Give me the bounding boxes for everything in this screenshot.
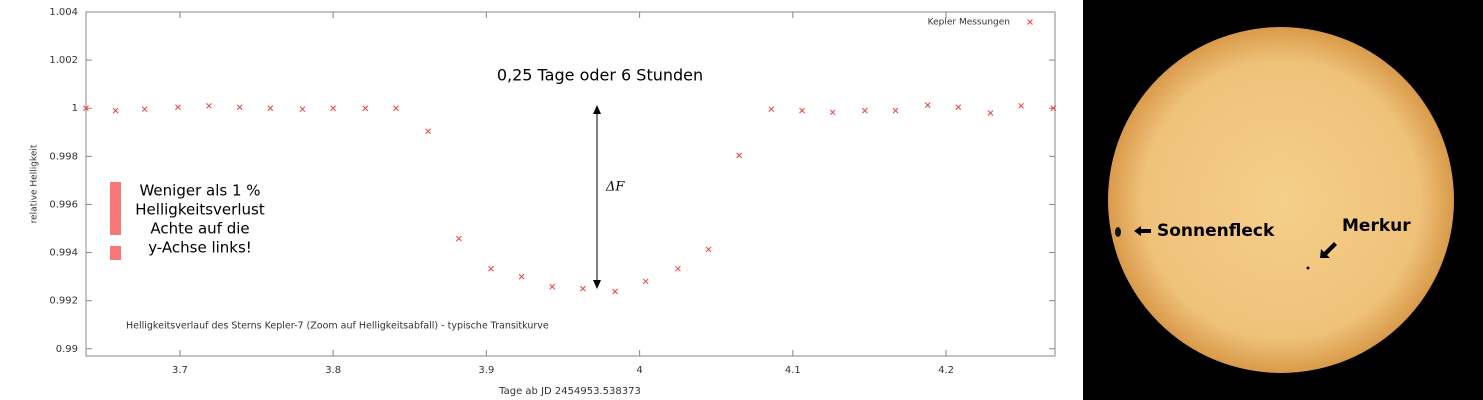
x-tick-label: 4 (636, 365, 642, 376)
y-tick-label: 1.004 (49, 7, 78, 18)
data-point (141, 106, 148, 113)
sunspot-label: Sonnenfleck (1157, 221, 1275, 241)
x-tick-label: 4.2 (938, 365, 954, 376)
data-point (829, 109, 836, 116)
data-point (299, 106, 306, 113)
x-tick-label: 4.1 (785, 365, 801, 376)
y-tick-label: 1 (72, 103, 78, 114)
data-point (455, 235, 462, 242)
y-tick-label: 0.994 (49, 248, 78, 259)
data-point (549, 283, 556, 290)
sun (1108, 27, 1454, 373)
data-point (861, 107, 868, 114)
note-line: Achte auf die (150, 220, 249, 238)
red-marker (110, 182, 121, 235)
data-point (425, 128, 432, 135)
data-point (83, 105, 89, 112)
duration-annotation: 0,25 Tage oder 6 Stunden (497, 66, 703, 85)
mercury-label: Merkur (1342, 216, 1411, 236)
data-point (736, 152, 743, 159)
y-tick-label: 0.992 (49, 296, 78, 307)
data-point (112, 107, 119, 114)
note-line: Helligkeitsverlust (135, 201, 265, 219)
red-marker (110, 246, 121, 260)
data-point (768, 106, 775, 113)
mercury (1306, 266, 1310, 270)
data-point (330, 105, 337, 112)
y-axis-label: relative Helligkeit (30, 144, 40, 223)
data-point (987, 110, 994, 116)
x-tick-label: 3.9 (478, 365, 494, 376)
x-axis-label: Tage ab JD 2454953.538373 (498, 386, 641, 397)
data-point (175, 104, 181, 111)
legend-marker (1027, 19, 1033, 25)
sunspot (1115, 227, 1121, 237)
data-point (1018, 102, 1024, 109)
data-point (705, 246, 712, 253)
y-tick-label: 0.996 (49, 199, 78, 210)
data-point (267, 105, 274, 112)
data-point (580, 285, 586, 292)
delta-annotation: ΔF (605, 180, 625, 195)
note-line: y-Achse links! (148, 239, 252, 257)
x-tick-label: 3.7 (172, 365, 188, 376)
plot-frame (85, 11, 1056, 357)
legend-label: Kepler Messungen (928, 18, 1010, 28)
data-point (799, 107, 805, 114)
data-point (955, 104, 962, 111)
y-tick-label: 0.99 (56, 344, 78, 355)
data-point (924, 102, 931, 108)
data-point (206, 102, 212, 109)
data-point (892, 107, 899, 114)
mercury-arrow (1320, 242, 1337, 258)
sunspot-arrow (1134, 226, 1151, 236)
data-point (1050, 105, 1057, 112)
y-tick-label: 1.002 (49, 55, 78, 66)
caption: Helligkeitsverlauf des Sterns Kepler-7 (… (126, 321, 549, 332)
x-tick-label: 3.8 (325, 365, 341, 376)
data-point (393, 105, 399, 112)
note-line: Weniger als 1 % (139, 182, 260, 200)
sun-photo: Sonnenfleck Merkur (1083, 0, 1483, 400)
data-point (612, 288, 618, 295)
data-point (236, 104, 243, 111)
data-point (675, 265, 681, 272)
y-tick-label: 0.998 (49, 151, 78, 162)
data-point (488, 265, 494, 272)
data-point (642, 278, 649, 285)
data-point (362, 105, 369, 112)
data-point (518, 273, 525, 280)
